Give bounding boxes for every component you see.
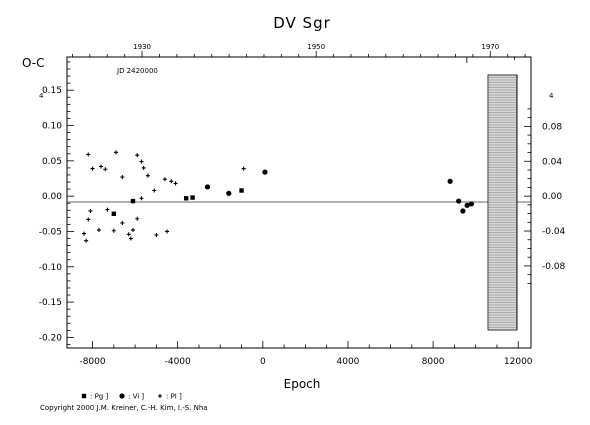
point-plus [86, 217, 91, 222]
legend-marker-circle [119, 393, 125, 399]
point-plus [154, 232, 159, 237]
y-tick-label: -0.10 [39, 263, 63, 273]
axis-ticks [67, 51, 531, 348]
right-y-tick-label: 0.08 [542, 122, 562, 132]
right-y-tick-label: -0.08 [542, 262, 566, 272]
x-tick-label: 0 [260, 357, 266, 367]
legend-marker-plus [158, 394, 162, 398]
point-square [183, 196, 189, 201]
x-tick-label: 8000 [422, 357, 445, 367]
exponent-left: 4 [39, 92, 44, 100]
y-tick-label: -0.20 [39, 333, 63, 343]
point-plus [96, 228, 101, 233]
y-tick-label: 0.10 [42, 122, 62, 132]
point-plus [162, 177, 167, 182]
point-plus [152, 188, 157, 193]
point-plus [241, 166, 246, 171]
y-tick-label: -0.15 [39, 298, 62, 308]
point-circle [456, 198, 462, 204]
year-tick-label: 1930 [133, 43, 151, 51]
legend-label: : PI ] [166, 393, 182, 401]
point-plus [86, 152, 91, 157]
point-plus [84, 238, 89, 243]
y-tick-label: 0.15 [42, 86, 62, 96]
y-tick-label: -0.05 [39, 227, 62, 237]
tick-labels: -8000 -4000 0 4000 8000 12000 0.15 0.10 0.05 0.00… [39, 43, 566, 367]
point-plus [135, 216, 140, 221]
legend-label: : Pg ] [90, 393, 108, 401]
point-circle [226, 190, 232, 196]
x-axis-label: Epoch [284, 377, 321, 391]
point-plus [103, 167, 108, 172]
y-tick-label: 0.05 [42, 157, 62, 167]
x-tick-label: -8000 [79, 357, 105, 367]
legend-marker-square [81, 393, 87, 399]
point-plus [139, 159, 144, 164]
right-y-tick-label: -0.04 [542, 227, 566, 237]
point-plus [139, 196, 144, 201]
year-tick-label: 1950 [307, 43, 325, 51]
point-square [111, 211, 117, 217]
point-square [190, 195, 195, 200]
point-circle [464, 202, 470, 208]
x-tick-label: 4000 [337, 357, 360, 367]
point-plus [173, 181, 178, 186]
exponent-right: 4 [549, 92, 554, 100]
chart-title: DV Sgr [273, 14, 331, 32]
point-plus [90, 166, 95, 171]
right-y-tick-label: 0.00 [542, 192, 562, 202]
x-tick-label: -4000 [165, 357, 191, 367]
point-plus [130, 228, 135, 233]
point-circle [262, 169, 268, 175]
point-plus [105, 207, 110, 212]
point-plus [145, 173, 150, 178]
point-plus [99, 164, 104, 169]
point-plus [82, 231, 87, 236]
point-square [239, 188, 244, 193]
data-points [82, 150, 475, 243]
legend: : Pg ] : Vi ] : PI ] [81, 393, 182, 401]
point-plus [165, 229, 170, 234]
point-plus [135, 153, 140, 158]
point-plus [128, 236, 133, 241]
jd-label: JD 2420000 [116, 67, 158, 75]
point-circle [460, 208, 466, 214]
point-plus [113, 150, 118, 155]
hatched-region [487, 74, 518, 331]
point-square [130, 198, 136, 204]
point-plus [111, 228, 116, 233]
point-plus [169, 179, 174, 184]
point-plus [88, 208, 93, 213]
y-axis-label: O-C [22, 56, 45, 70]
point-circle [468, 201, 475, 207]
y-tick-label: 0.00 [42, 192, 62, 202]
point-plus [141, 165, 146, 170]
year-tick-label: 1970 [481, 43, 499, 51]
copyright-text: Copyright 2000 J.M. Kreiner, C.-H. Kim, … [40, 404, 208, 412]
point-plus [120, 175, 125, 180]
point-circle [204, 184, 211, 190]
legend-label: : Vi ] [128, 393, 144, 401]
point-plus [126, 232, 131, 237]
point-plus [120, 220, 125, 225]
point-circle [447, 178, 453, 184]
right-y-tick-label: 0.04 [542, 157, 562, 167]
x-tick-label: 12000 [504, 357, 533, 367]
